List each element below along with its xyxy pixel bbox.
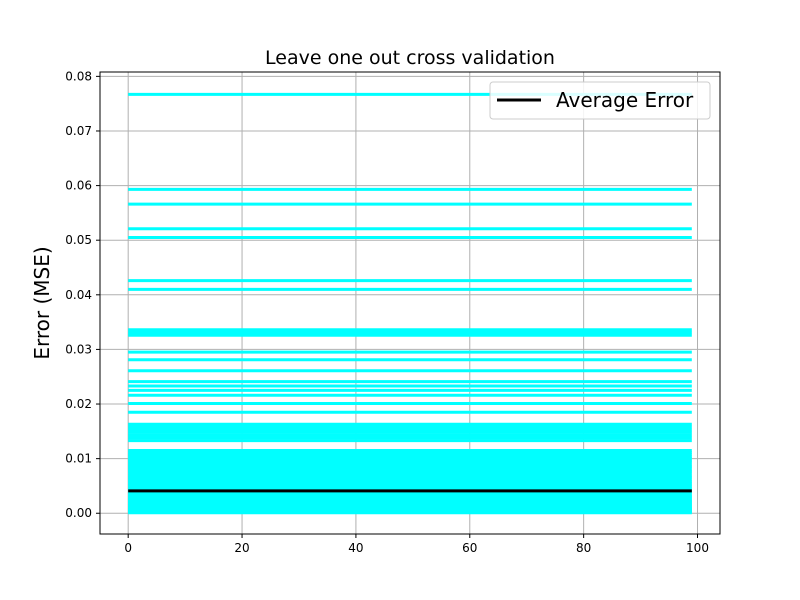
x-tick-label: 40 <box>348 541 363 555</box>
y-axis-label: Error (MSE) <box>30 246 54 359</box>
y-tick-label: 0.07 <box>65 124 92 138</box>
x-tick-label: 60 <box>462 541 477 555</box>
chart-title: Leave one out cross validation <box>265 47 555 69</box>
y-tick-label: 0.03 <box>65 342 92 356</box>
x-tick-label: 0 <box>124 541 132 555</box>
y-tick-label: 0.06 <box>65 179 92 193</box>
y-tick-label: 0.04 <box>65 288 92 302</box>
legend-label-average-error: Average Error <box>556 88 694 112</box>
x-axis: 0 20 40 60 80 100 <box>124 534 709 555</box>
y-axis: 0.00 0.01 0.02 0.03 0.04 0.05 0.06 0.07 0.08 <box>65 69 100 520</box>
legend-box <box>489 81 711 120</box>
x-tick-label: 100 <box>686 541 709 555</box>
y-tick-label: 0.05 <box>65 233 92 247</box>
y-tick-label: 0.00 <box>65 506 92 520</box>
fold-error-lines <box>128 92 692 515</box>
y-tick-label: 0.08 <box>65 69 92 83</box>
plot-frame <box>99 71 721 535</box>
x-tick-label: 20 <box>234 541 249 555</box>
grid <box>100 72 720 534</box>
x-tick-label: 80 <box>576 541 591 555</box>
legend: Average Error <box>489 81 711 120</box>
y-tick-label: 0.02 <box>65 397 92 411</box>
y-tick-label: 0.01 <box>65 452 92 466</box>
